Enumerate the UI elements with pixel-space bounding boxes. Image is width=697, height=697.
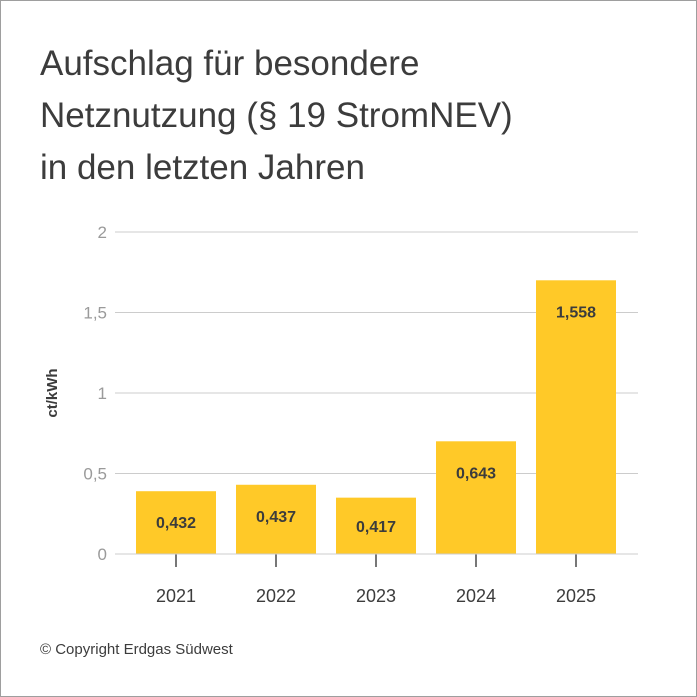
bar (436, 441, 516, 554)
title-line-3: in den letzten Jahren (40, 148, 365, 187)
x-tick-label: 2025 (556, 586, 596, 606)
x-tick-label: 2022 (256, 586, 296, 606)
y-tick-label: 0,5 (83, 465, 107, 484)
y-tick-label: 1 (98, 384, 107, 403)
x-tick-label: 2024 (456, 586, 496, 606)
data-label: 0,643 (456, 465, 496, 482)
data-label: 0,432 (156, 515, 196, 532)
x-tick-label: 2023 (356, 586, 396, 606)
bar (236, 484, 316, 554)
data-label: 1,558 (556, 304, 596, 321)
bar (136, 491, 216, 554)
bar-layer: 0,432 0,437 0,417 0,643 1,558 (136, 280, 616, 554)
y-axis-label: ct/kWh (44, 368, 61, 417)
bar (536, 280, 616, 554)
title-line-2: Netznutzung (§ 19 StromNEV) (40, 96, 513, 135)
data-label: 0,437 (256, 509, 296, 526)
axis-layer: 0 0,5 1 1,5 2 2021 2022 2023 2024 2025 (83, 223, 638, 606)
title-line-1: Aufschlag für besondere (40, 44, 420, 83)
y-tick-label: 0 (98, 545, 107, 564)
copyright-footer: © Copyright Erdgas Südwest (40, 641, 233, 658)
bar (336, 497, 416, 554)
data-label: 0,417 (356, 519, 396, 536)
y-tick-label: 2 (98, 223, 107, 242)
x-tick-label: 2021 (156, 586, 196, 606)
chart-title: Aufschlag für besondere Netznutzung (§ 1… (40, 38, 660, 194)
y-tick-label: 1,5 (83, 304, 107, 323)
